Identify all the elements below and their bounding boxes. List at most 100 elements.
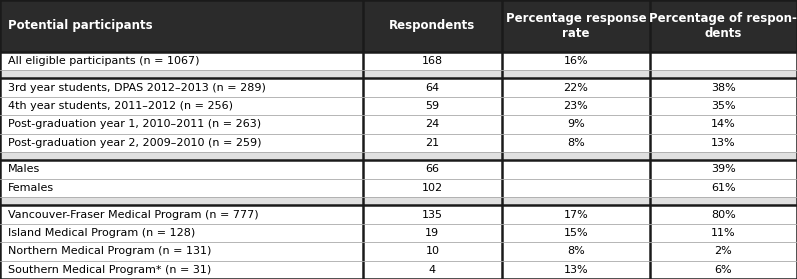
Text: 8%: 8% <box>567 138 585 148</box>
Text: 64: 64 <box>426 83 439 93</box>
Bar <box>650 197 797 205</box>
Text: Females: Females <box>8 183 54 193</box>
Bar <box>650 97 797 115</box>
Bar <box>363 97 502 115</box>
Bar <box>363 134 502 152</box>
Bar <box>0 134 363 152</box>
Bar <box>650 224 797 242</box>
Bar <box>363 70 502 78</box>
Bar <box>650 52 797 70</box>
Text: 16%: 16% <box>563 56 588 66</box>
Bar <box>0 152 363 160</box>
Bar <box>502 115 650 134</box>
Text: 24: 24 <box>426 119 439 129</box>
Bar <box>650 242 797 261</box>
Text: 21: 21 <box>426 138 439 148</box>
Text: 9%: 9% <box>567 119 585 129</box>
Text: Island Medical Program (n = 128): Island Medical Program (n = 128) <box>8 228 195 238</box>
Text: 59: 59 <box>426 101 439 111</box>
Bar <box>502 205 650 224</box>
Bar <box>0 179 363 197</box>
Bar <box>0 70 363 78</box>
Bar <box>502 179 650 197</box>
Bar <box>502 70 650 78</box>
Bar <box>363 0 502 52</box>
Bar <box>650 0 797 52</box>
Bar <box>0 242 363 261</box>
Bar <box>0 97 363 115</box>
Text: Vancouver-Fraser Medical Program (n = 777): Vancouver-Fraser Medical Program (n = 77… <box>8 210 258 220</box>
Text: 23%: 23% <box>563 101 588 111</box>
Text: 6%: 6% <box>714 265 732 275</box>
Bar <box>0 52 363 70</box>
Text: Post-graduation year 2, 2009–2010 (n = 259): Post-graduation year 2, 2009–2010 (n = 2… <box>8 138 261 148</box>
Text: 19: 19 <box>426 228 439 238</box>
Text: Northern Medical Program (n = 131): Northern Medical Program (n = 131) <box>8 246 211 256</box>
Bar <box>502 0 650 52</box>
Bar <box>650 70 797 78</box>
Bar <box>0 205 363 224</box>
Bar <box>363 261 502 279</box>
Bar <box>0 160 363 179</box>
Bar <box>502 152 650 160</box>
Bar <box>650 152 797 160</box>
Text: 11%: 11% <box>711 228 736 238</box>
Text: 4th year students, 2011–2012 (n = 256): 4th year students, 2011–2012 (n = 256) <box>8 101 233 111</box>
Text: Post-graduation year 1, 2010–2011 (n = 263): Post-graduation year 1, 2010–2011 (n = 2… <box>8 119 261 129</box>
Bar <box>0 197 363 205</box>
Text: 168: 168 <box>422 56 443 66</box>
Bar <box>0 224 363 242</box>
Bar <box>363 52 502 70</box>
Text: 102: 102 <box>422 183 443 193</box>
Bar <box>0 261 363 279</box>
Bar <box>502 261 650 279</box>
Bar <box>502 242 650 261</box>
Text: 15%: 15% <box>563 228 588 238</box>
Text: 80%: 80% <box>711 210 736 220</box>
Bar <box>650 78 797 97</box>
Text: Males: Males <box>8 165 40 174</box>
Text: 61%: 61% <box>711 183 736 193</box>
Bar <box>363 78 502 97</box>
Bar <box>650 160 797 179</box>
Text: 38%: 38% <box>711 83 736 93</box>
Bar <box>502 160 650 179</box>
Bar <box>502 52 650 70</box>
Text: 3rd year students, DPAS 2012–2013 (n = 289): 3rd year students, DPAS 2012–2013 (n = 2… <box>8 83 266 93</box>
Text: Percentage response
rate: Percentage response rate <box>505 12 646 40</box>
Bar <box>502 78 650 97</box>
Bar <box>650 179 797 197</box>
Bar <box>0 0 363 52</box>
Text: 2%: 2% <box>714 246 732 256</box>
Text: All eligible participants (n = 1067): All eligible participants (n = 1067) <box>8 56 199 66</box>
Bar <box>502 97 650 115</box>
Bar <box>650 134 797 152</box>
Bar <box>0 78 363 97</box>
Bar <box>363 242 502 261</box>
Text: 13%: 13% <box>711 138 736 148</box>
Bar <box>363 152 502 160</box>
Bar <box>363 224 502 242</box>
Text: 66: 66 <box>426 165 439 174</box>
Text: 13%: 13% <box>563 265 588 275</box>
Text: Southern Medical Program* (n = 31): Southern Medical Program* (n = 31) <box>8 265 211 275</box>
Bar <box>502 197 650 205</box>
Text: 10: 10 <box>426 246 439 256</box>
Text: 135: 135 <box>422 210 443 220</box>
Text: 4: 4 <box>429 265 436 275</box>
Bar <box>502 134 650 152</box>
Bar <box>650 115 797 134</box>
Text: Percentage of respon-
dents: Percentage of respon- dents <box>650 12 797 40</box>
Bar <box>650 261 797 279</box>
Text: 17%: 17% <box>563 210 588 220</box>
Text: Potential participants: Potential participants <box>8 19 152 32</box>
Bar <box>502 224 650 242</box>
Text: Respondents: Respondents <box>389 19 476 32</box>
Bar <box>363 160 502 179</box>
Text: 35%: 35% <box>711 101 736 111</box>
Bar <box>0 115 363 134</box>
Text: 8%: 8% <box>567 246 585 256</box>
Text: 39%: 39% <box>711 165 736 174</box>
Text: 22%: 22% <box>563 83 588 93</box>
Bar <box>363 205 502 224</box>
